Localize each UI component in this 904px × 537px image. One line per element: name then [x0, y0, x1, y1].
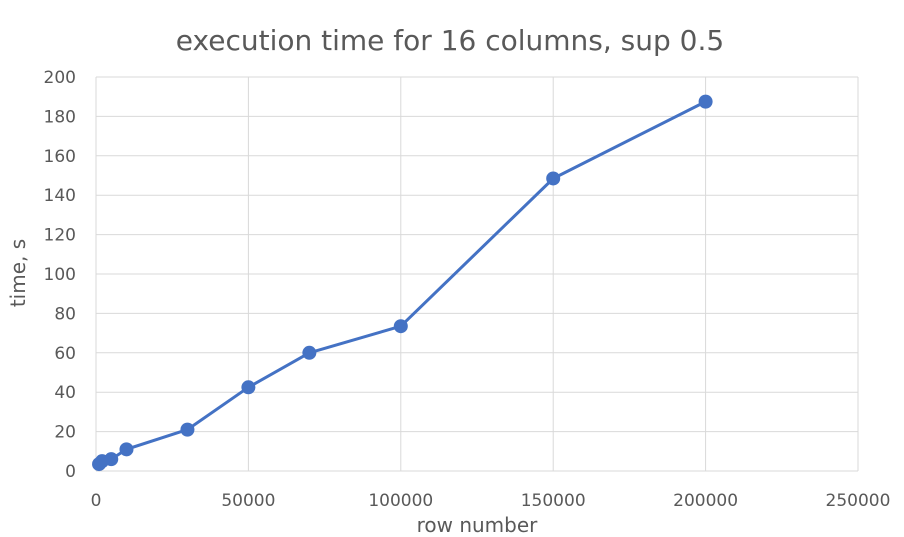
x-axis-label: row number — [417, 513, 539, 537]
y-tick-label: 140 — [44, 186, 76, 206]
x-tick-label: 250000 — [826, 491, 891, 511]
x-tick-label: 100000 — [368, 491, 433, 511]
y-tick-label: 60 — [54, 344, 76, 364]
data-point — [180, 423, 194, 437]
x-tick-label: 0 — [91, 491, 102, 511]
data-point — [394, 319, 408, 333]
y-tick-label: 0 — [65, 462, 76, 482]
y-tick-label: 160 — [44, 147, 76, 167]
chart-title: execution time for 16 columns, sup 0.5 — [176, 24, 724, 57]
x-tick-label: 200000 — [673, 491, 738, 511]
y-tick-label: 200 — [44, 68, 76, 88]
data-point — [546, 171, 560, 185]
y-tick-label: 120 — [44, 226, 76, 246]
data-point — [302, 346, 316, 360]
y-tick-label: 40 — [54, 383, 76, 403]
y-tick-label: 100 — [44, 265, 76, 285]
x-tick-label: 150000 — [521, 491, 586, 511]
data-point — [104, 452, 118, 466]
x-tick-label: 50000 — [221, 491, 275, 511]
y-tick-label: 80 — [54, 304, 76, 324]
data-point — [699, 95, 713, 109]
y-axis-label: time, s — [6, 239, 30, 307]
data-point — [241, 380, 255, 394]
y-tick-label: 20 — [54, 423, 76, 443]
y-tick-label: 180 — [44, 107, 76, 127]
data-point — [119, 442, 133, 456]
